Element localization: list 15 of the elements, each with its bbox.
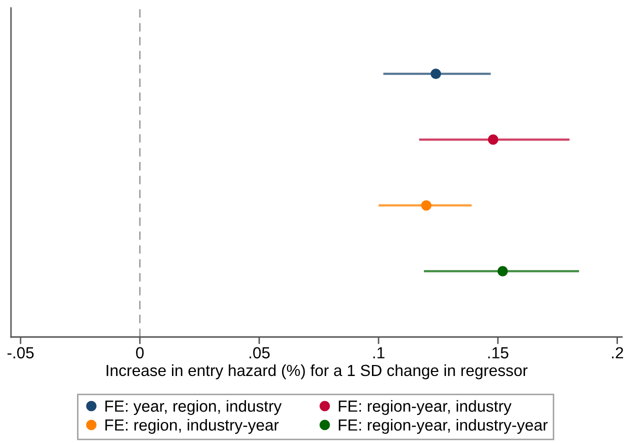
point xyxy=(497,266,508,276)
legend-label: FE: region-year, industry-year xyxy=(338,418,548,434)
x-tick-label: .2 xyxy=(612,347,624,358)
legend-label: FE: region-year, industry xyxy=(338,400,512,415)
x-tick-label: .15 xyxy=(488,347,508,358)
point xyxy=(421,200,432,211)
x-tick-label: -.05 xyxy=(7,347,34,358)
point xyxy=(430,68,442,80)
x-tick-label: .05 xyxy=(250,347,270,358)
x-axis-title: Increase in entry hazard (%) for a 1 SD change in regressor xyxy=(106,364,528,380)
legend-label: FE: region, industry-year xyxy=(105,418,279,434)
x-tick-label: .1 xyxy=(373,347,384,358)
x-tick-label: 0 xyxy=(136,347,144,358)
point xyxy=(488,134,498,145)
legend-label: FE: year, region, industry xyxy=(105,400,282,415)
